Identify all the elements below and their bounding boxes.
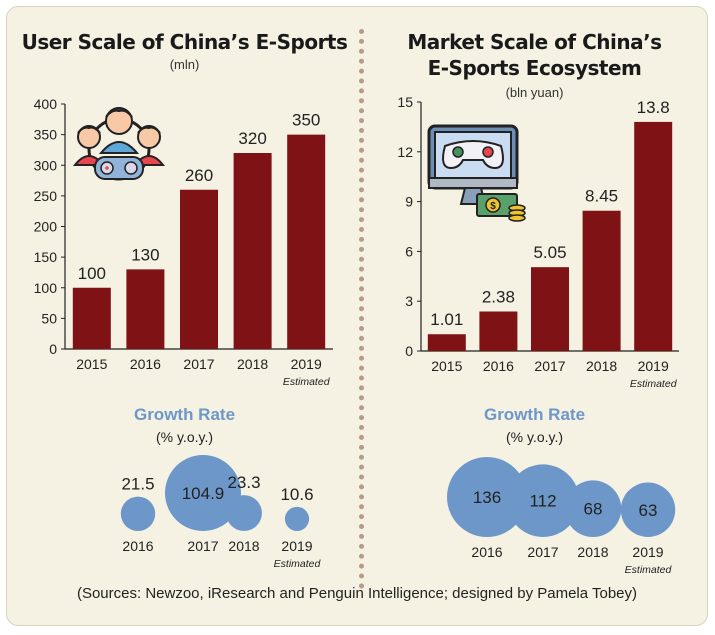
- user-scale-bar-chart: 0 50 100 150 200 250 300 350 400 100 2015 130 2016 26…: [34, 96, 333, 388]
- market-growth-bubbles: 136 2016 112 2017 68 2018 63 2019 Estimated: [447, 457, 676, 576]
- user-scale-x-tick-label: 2017: [183, 356, 214, 372]
- user-scale-y-tick-label: 400: [34, 96, 58, 112]
- market-scale-bar-value-label: 8.45: [585, 187, 618, 206]
- user-growth-bubble-value-label: 104.9: [182, 484, 225, 503]
- market-scale-bar-chart: 0 3 6 9 12 15 1.01 2015 2.38 2016 5.05 2017 8.45 2018…: [397, 94, 679, 390]
- market-growth-bubble-year-label: 2017: [527, 544, 558, 560]
- user-scale-y-tick-label: 100: [34, 280, 58, 296]
- sources-credit: (Sources: Newzoo, iResearch and Penguin …: [76, 585, 638, 602]
- user-growth-bubbles: 21.5 2016 104.9 2017 23.3 2018 10.6 2019 Estimat…: [120, 455, 322, 570]
- left-chart-unit: (mln): [169, 57, 200, 72]
- market-scale-y-tick-label: 9: [405, 194, 413, 210]
- user-scale-bar: [72, 287, 111, 349]
- market-scale-bar: [634, 121, 673, 351]
- right-chart-unit: (bln yuan): [505, 85, 564, 100]
- user-scale-bar: [126, 269, 165, 349]
- market-growth-bubble: [447, 457, 527, 537]
- user-growth-bubble-year-label: 2018: [228, 538, 259, 554]
- market-scale-bar-value-label: 5.05: [533, 243, 566, 262]
- user-growth-bubble-value-label: 23.3: [227, 473, 260, 492]
- user-scale-bar-value-label: 100: [78, 264, 106, 283]
- market-scale-bar: [531, 267, 569, 351]
- right-growth-unit: (% y.o.y.): [505, 429, 564, 445]
- market-growth-bubble-year-label: 2016: [471, 544, 502, 560]
- user-scale-x-tick-label: 2016: [130, 356, 161, 372]
- user-growth-bubble-value-label: 10.6: [280, 485, 313, 504]
- market-scale-bar: [427, 334, 466, 351]
- market-growth-bubble-year-label: 2019: [632, 544, 663, 560]
- user-growth-bubble-year-label: 2016: [122, 538, 153, 554]
- market-scale-x-tick-label: 2016: [483, 358, 514, 374]
- user-growth-bubble-value-label: 21.5: [121, 475, 154, 494]
- user-scale-y-tick-label: 200: [34, 219, 58, 235]
- user-scale-x-tick-label: 2015: [76, 356, 107, 372]
- left-chart-title: User Scale of China’s E-Sports: [21, 30, 348, 54]
- user-scale-y-tick-label: 150: [34, 249, 58, 265]
- user-scale-y-tick-label: 250: [34, 188, 58, 204]
- user-scale-x-tick-note: Estimated: [283, 376, 331, 388]
- market-growth-bubble: [564, 480, 622, 537]
- user-scale-x-tick-label: 2019: [291, 356, 322, 372]
- market-growth-bubble-value-label: 63: [639, 501, 658, 520]
- market-scale-bar-value-label: 1.01: [430, 310, 463, 329]
- user-scale-bar: [180, 189, 218, 349]
- market-scale-x-tick-label: 2017: [534, 358, 565, 374]
- user-scale-bar-value-label: 320: [238, 129, 266, 148]
- market-scale-x-tick-label: 2018: [586, 358, 617, 374]
- infographic-panel: User Scale of China’s E-Sports (mln) Mar…: [6, 6, 708, 626]
- market-growth-bubble: [620, 482, 676, 537]
- market-scale-bar: [582, 210, 621, 351]
- user-growth-bubble: [120, 496, 156, 531]
- market-scale-y-tick-label: 12: [397, 144, 413, 160]
- market-scale-y-tick-label: 6: [405, 243, 413, 259]
- dotted-divider: [359, 29, 364, 589]
- market-growth-bubble-value-label: 136: [473, 488, 501, 507]
- user-scale-bar-value-label: 260: [185, 166, 213, 185]
- gamers-with-controller-icon: [72, 107, 166, 181]
- user-scale-bar-value-label: 130: [131, 245, 159, 264]
- user-scale-bar-value-label: 350: [292, 111, 320, 130]
- user-scale-y-tick-label: 0: [49, 341, 57, 357]
- user-growth-bubble-year-note: Estimated: [274, 558, 322, 570]
- user-scale-y-tick-label: 50: [41, 310, 57, 326]
- user-scale-y-tick-label: 300: [34, 157, 58, 173]
- market-scale-bar: [479, 311, 518, 351]
- market-growth-bubble-year-label: 2018: [577, 544, 608, 560]
- left-growth-title: Growth Rate: [133, 405, 236, 424]
- user-growth-bubble-year-label: 2019: [281, 538, 312, 554]
- market-scale-x-tick-label: 2019: [638, 358, 669, 374]
- market-scale-y-tick-label: 3: [405, 293, 413, 309]
- market-scale-y-tick-label: 15: [397, 94, 413, 110]
- right-chart-title-line2: E-Sports Ecosystem: [427, 56, 642, 80]
- user-scale-y-tick-label: 350: [34, 127, 58, 143]
- svg-text:$: $: [490, 201, 496, 212]
- user-scale-x-tick-label: 2018: [237, 356, 268, 372]
- user-scale-bar: [287, 134, 326, 349]
- monitor-controller-money-icon: $: [427, 124, 526, 222]
- user-growth-bubble-year-label: 2017: [187, 538, 218, 554]
- market-scale-y-tick-label: 0: [405, 343, 413, 359]
- right-growth-title: Growth Rate: [483, 405, 586, 424]
- user-growth-bubble: [226, 495, 262, 531]
- market-scale-bar-value-label: 2.38: [482, 287, 515, 306]
- user-growth-bubble: [284, 506, 310, 531]
- right-chart-title-line1: Market Scale of China’s: [407, 30, 662, 54]
- market-growth-bubble-value-label: 68: [584, 500, 603, 519]
- market-scale-x-tick-note: Estimated: [630, 378, 678, 390]
- user-growth-bubble: [165, 455, 241, 531]
- market-growth-bubble-value-label: 112: [529, 492, 556, 511]
- market-scale-x-tick-label: 2015: [431, 358, 462, 374]
- market-growth-bubble: [506, 464, 580, 537]
- market-growth-bubble-year-note: Estimated: [625, 564, 673, 576]
- left-growth-unit: (% y.o.y.): [155, 429, 214, 445]
- market-scale-bar-value-label: 13.8: [637, 98, 670, 117]
- user-scale-bar: [233, 153, 272, 349]
